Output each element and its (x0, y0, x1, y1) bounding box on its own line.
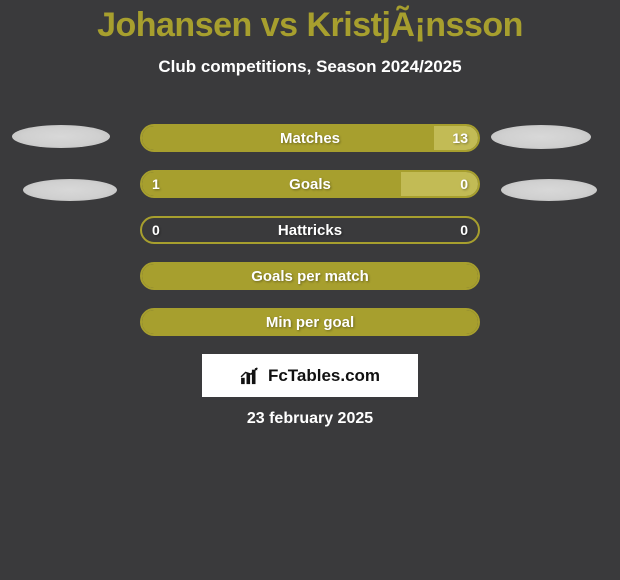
stat-label: Min per goal (142, 310, 478, 334)
page-subtitle: Club competitions, Season 2024/2025 (0, 57, 620, 77)
stat-label: Goals (142, 172, 478, 196)
stat-label: Hattricks (142, 218, 478, 242)
stat-bar-list: Matches13Goals10Hattricks00Goals per mat… (140, 124, 480, 354)
page-title: Johansen vs KristjÃ¡nsson (0, 0, 620, 45)
brand-text: FcTables.com (268, 366, 380, 386)
stat-label: Matches (142, 126, 478, 150)
stat-row: Goals1 0 (140, 170, 480, 198)
stat-value-right: 0 (450, 218, 478, 242)
avatar-shadow (491, 125, 591, 149)
stat-row: Hattricks0 0 (140, 216, 480, 244)
date-label: 23 february 2025 (0, 410, 620, 428)
stat-value-left: 0 (142, 218, 170, 242)
stat-value-left: 1 (142, 172, 170, 196)
stat-value-right: 13 (442, 126, 478, 150)
stat-row: Min per goal (140, 308, 480, 336)
avatar-shadow (23, 179, 117, 201)
stat-value-right: 0 (450, 172, 478, 196)
stat-label: Goals per match (142, 264, 478, 288)
stat-row: Matches13 (140, 124, 480, 152)
bars-icon (240, 367, 262, 385)
avatar-shadow (501, 179, 597, 201)
stat-row: Goals per match (140, 262, 480, 290)
avatar-shadow (12, 125, 110, 148)
comparison-card: Johansen vs KristjÃ¡nsson Club competiti… (0, 0, 620, 580)
brand-badge[interactable]: FcTables.com (202, 354, 418, 397)
